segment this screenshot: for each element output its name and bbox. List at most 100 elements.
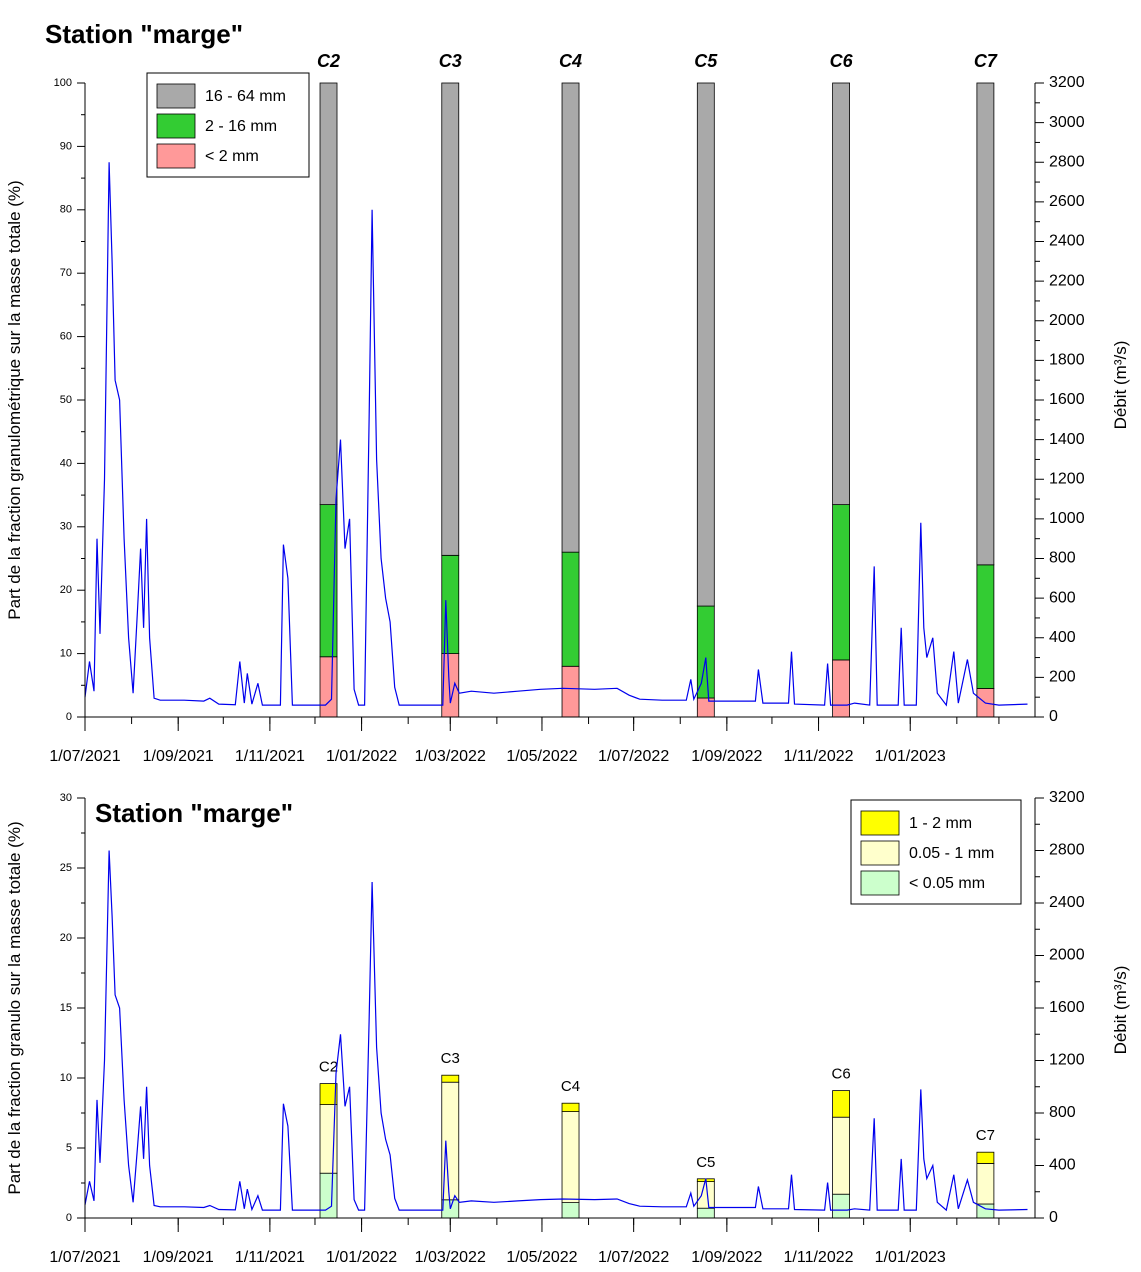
chart-title: Station "marge": [45, 19, 243, 49]
y-tick-label-right: 1200: [1049, 470, 1085, 487]
campaign-label-c6: C6: [830, 51, 854, 71]
y-tick-label-right: 3200: [1049, 74, 1085, 91]
y-tick-label-right: 1600: [1049, 999, 1085, 1016]
y-tick-label-right: 2000: [1049, 312, 1085, 329]
y-tick-label-left: 50: [60, 394, 72, 406]
campaign-label-c7: C7: [976, 1127, 995, 1144]
legend: 16 - 64 mm 2 - 16 mm < 2 mm: [146, 72, 310, 178]
y-tick-label-right: 400: [1049, 1157, 1076, 1174]
x-tick-label: 1/09/2022: [691, 1249, 762, 1266]
bar-c6-seg-2: [832, 504, 850, 661]
bar-c4-seg-3: [561, 82, 580, 553]
bar-c4-seg-1: [561, 665, 580, 718]
y-tick-label-right: 200: [1049, 669, 1076, 686]
y-axis-label-left: Part de la fraction granulométrique sur …: [5, 180, 24, 619]
x-tick-label: 1/03/2022: [415, 748, 486, 765]
bar-c6-seg-1: [832, 1193, 850, 1219]
x-tick-label: 1/11/2021: [235, 1249, 305, 1266]
y-tick-label-right: 800: [1049, 1104, 1076, 1121]
y-tick-label-right: 800: [1049, 550, 1076, 567]
legend-swatch-gray: [156, 83, 196, 109]
y-tick-label-left: 20: [60, 932, 72, 944]
y-tick-label-right: 3200: [1049, 789, 1085, 806]
y-axis-label-left: Part de la fraction granulo sur la masse…: [5, 821, 24, 1194]
bar-c2-seg-1: [319, 656, 338, 718]
x-tick-label: 1/11/2022: [784, 748, 854, 765]
y-tick-label-right: 1400: [1049, 431, 1085, 448]
y-tick-label-right: 2600: [1049, 193, 1085, 210]
x-tick-label: 1/05/2022: [506, 1249, 577, 1266]
x-tick-label: 1/07/2022: [598, 748, 669, 765]
campaign-label-c7: C7: [974, 51, 998, 71]
legend-swatch-pink: [156, 143, 196, 169]
y-tick-label-right: 2800: [1049, 153, 1085, 170]
bar-c4-seg-1: [561, 1202, 580, 1219]
legend-label: 0.05 - 1 mm: [909, 845, 994, 862]
y-tick-label-left: 90: [60, 140, 72, 152]
y-tick-label-left: 5: [66, 1142, 72, 1154]
y-tick-label-right: 1200: [1049, 1052, 1085, 1069]
x-tick-label: 1/01/2022: [326, 1249, 397, 1266]
y-tick-label-right: 2000: [1049, 947, 1085, 964]
legend-label: < 0.05 mm: [909, 875, 985, 892]
bar-c6-seg-3: [832, 82, 850, 506]
legend-swatch-green: [156, 113, 196, 139]
chart-title: Station "marge": [95, 798, 293, 828]
bar-c2-seg-1: [319, 1172, 338, 1219]
bar-c6-seg-3: [832, 1090, 850, 1118]
chart-panel-1: Station "marge" C2 C3 C4 C5 C6 C7 0 10 20 30 40 50 60…: [5, 19, 1130, 765]
y-tick-label-left: 0: [66, 711, 72, 723]
y-tick-label-right: 2200: [1049, 272, 1085, 289]
y-tick-label-left: 100: [54, 77, 72, 89]
x-tick-label: 1/07/2021: [49, 748, 120, 765]
campaign-label-c3: C3: [439, 51, 462, 71]
campaign-label-c3: C3: [441, 1050, 460, 1067]
y-tick-label-left: 20: [60, 584, 72, 596]
bar-c6-seg-2: [832, 1116, 850, 1195]
y-tick-label-right: 2400: [1049, 894, 1085, 911]
y-tick-label-left: 40: [60, 457, 72, 469]
y-tick-label-right: 3000: [1049, 114, 1085, 131]
flow-series-line: [84, 162, 1028, 707]
y-axis-label-right: Débit (m³/s): [1111, 341, 1130, 430]
y-tick-label-right: 0: [1049, 1209, 1058, 1226]
y-tick-label-left: 0: [66, 1212, 72, 1224]
y-tick-label-right: 1000: [1049, 510, 1085, 527]
y-tick-label-left: 10: [60, 1072, 72, 1084]
x-tick-label: 1/11/2022: [784, 1249, 854, 1266]
x-tick-label: 1/11/2021: [235, 748, 305, 765]
y-tick-label-left: 25: [60, 862, 72, 874]
bar-c4-seg-2: [561, 1111, 580, 1203]
y-tick-label-right: 2800: [1049, 842, 1085, 859]
bar-c2-seg-3: [319, 82, 338, 506]
legend-label: 1 - 2 mm: [909, 815, 972, 832]
legend-swatch-yellow: [860, 810, 900, 836]
y-tick-label-right: 2400: [1049, 233, 1085, 250]
bar-c7-seg-2: [976, 1163, 995, 1205]
bar-c5-seg-1: [696, 1207, 715, 1219]
x-tick-label: 1/07/2021: [49, 1249, 120, 1266]
bar-c6-seg-1: [832, 659, 850, 718]
flow-series-line: [84, 850, 1028, 1212]
bar-c5-seg-2: [696, 605, 715, 699]
legend-swatch-mint: [860, 870, 900, 896]
y-tick-label-left: 30: [60, 792, 72, 804]
x-tick-label: 1/05/2022: [506, 748, 577, 765]
y-tick-label-right: 0: [1049, 708, 1058, 725]
chart-panel-2: Station "marge" C2 C3 C4 C5 C6 C7 0 5 10 15 20 25 30 0…: [5, 789, 1130, 1266]
bar-c4-seg-3: [561, 1102, 580, 1112]
y-tick-label-left: 60: [60, 331, 72, 343]
x-tick-label: 1/01/2023: [875, 748, 946, 765]
campaign-label-c5: C5: [696, 1154, 715, 1171]
x-tick-label: 1/09/2022: [691, 748, 762, 765]
legend-swatch-cream: [860, 840, 900, 866]
campaign-label-c4: C4: [559, 51, 582, 71]
bar-c7-seg-3: [976, 82, 995, 566]
y-tick-label-right: 600: [1049, 589, 1076, 606]
y-tick-label-right: 1600: [1049, 391, 1085, 408]
bar-c2-seg-3: [319, 1083, 338, 1105]
campaign-label-c5: C5: [694, 51, 718, 71]
legend: 1 - 2 mm 0.05 - 1 mm < 0.05 mm: [850, 799, 1022, 905]
y-tick-label-left: 15: [60, 1002, 72, 1014]
